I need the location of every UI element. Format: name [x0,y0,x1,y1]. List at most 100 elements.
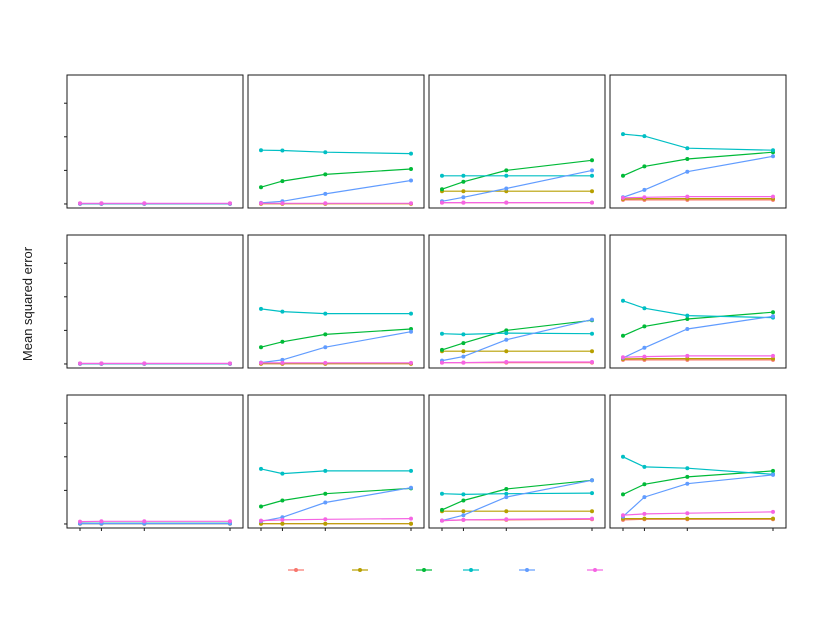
data-point-Prop [99,361,104,366]
data-point-bcm1 [461,349,466,354]
data-point-cf [409,167,413,171]
data-point-Prop [78,201,82,206]
data-point-cf [323,332,328,337]
data-point-PTO [504,331,509,336]
data-point-cf [621,333,625,338]
panel-3 [428,74,606,209]
data-point-PTO [642,464,647,469]
data-point-Prop [771,194,775,199]
data-point-Prop [142,361,147,366]
series-line-cf [622,470,774,495]
data-point-Prop [280,360,285,365]
data-point-BART [504,337,509,342]
data-point-PTO [440,331,444,336]
panel-12 [609,394,787,531]
series-line-cf [260,487,412,508]
series-line-Prop [441,517,593,522]
data-point-Prop [461,200,466,205]
data-point-cf [323,172,328,177]
series-line-BART [260,331,412,364]
data-point-cf [685,474,690,479]
data-point-bcm1 [642,516,647,521]
legend-item-BART [519,568,535,572]
legend-key-point [358,568,362,572]
data-point-Prop [461,360,466,365]
data-point-cf [621,492,625,497]
series-line-cf [260,328,412,348]
panel-frame [66,394,244,529]
data-point-PTO [771,148,775,153]
data-point-cf [440,347,444,352]
panel-2 [247,74,425,209]
data-point-Prop [642,511,647,516]
data-point-BART [590,478,594,483]
data-point-PTO [642,306,647,311]
data-point-Prop [409,360,413,365]
panel-frame [609,394,787,529]
panel-frame [66,234,244,369]
series-line-BART [441,479,593,522]
data-point-PTO [409,311,413,316]
data-point-BART [323,500,328,505]
data-point-cf [259,345,263,350]
panel-frame [428,394,606,529]
panel-9 [64,394,244,531]
data-point-Prop [78,361,82,366]
data-point-PTO [323,150,328,155]
series-line-PTO [441,492,593,496]
data-point-PTO [621,132,625,137]
data-point-Prop [228,519,232,524]
series-line-Prop [442,361,592,364]
data-point-cf [280,179,285,184]
data-point-PTO [621,454,625,459]
data-point-bcm1 [323,521,328,526]
series-line-BART [260,179,412,204]
data-point-BART [685,481,690,486]
data-point-Prop [99,201,104,206]
data-point-BART [461,513,466,518]
data-point-BART [642,187,647,192]
data-point-Prop [642,354,647,359]
data-point-Prop [323,201,328,206]
data-point-bcm1 [461,189,466,194]
data-point-BART [323,345,328,350]
data-point-Prop [590,200,594,205]
series-line-bcm0 [622,518,773,521]
legend-key-point [469,568,473,572]
data-point-cf [440,507,444,512]
series-line-BART [622,474,774,518]
data-point-BART [590,168,594,173]
panel-5 [64,234,244,369]
data-point-PTO [280,309,285,314]
series-line-Prop [622,196,773,199]
data-point-cf [323,491,328,496]
data-point-Prop [142,201,147,206]
data-point-bcm1 [409,521,413,526]
data-point-PTO [504,173,509,178]
series-line-cf [441,479,593,511]
panel-frame [428,74,606,209]
data-point-BART [409,178,413,183]
data-point-Prop [323,360,328,365]
data-point-cf [642,164,647,169]
data-point-cf [685,317,690,321]
series-line-PTO [622,133,774,151]
series-line-Prop [622,511,774,516]
data-point-PTO [590,173,594,178]
data-point-PTO [461,332,466,337]
data-point-cf [259,185,263,190]
series-line-PTO [260,468,411,475]
data-point-BART [504,495,509,500]
series-line-BART [441,169,593,202]
series-line-PTO [260,149,412,155]
data-point-Prop [142,519,147,524]
legend [288,568,603,572]
data-point-Prop [99,519,104,524]
data-point-Prop [590,516,594,521]
series-line-cf [622,311,774,337]
panel-frame [247,74,425,209]
panel-frame [609,74,787,209]
panel-frame [247,394,425,529]
data-point-cf [259,504,263,509]
data-point-PTO [461,173,466,178]
